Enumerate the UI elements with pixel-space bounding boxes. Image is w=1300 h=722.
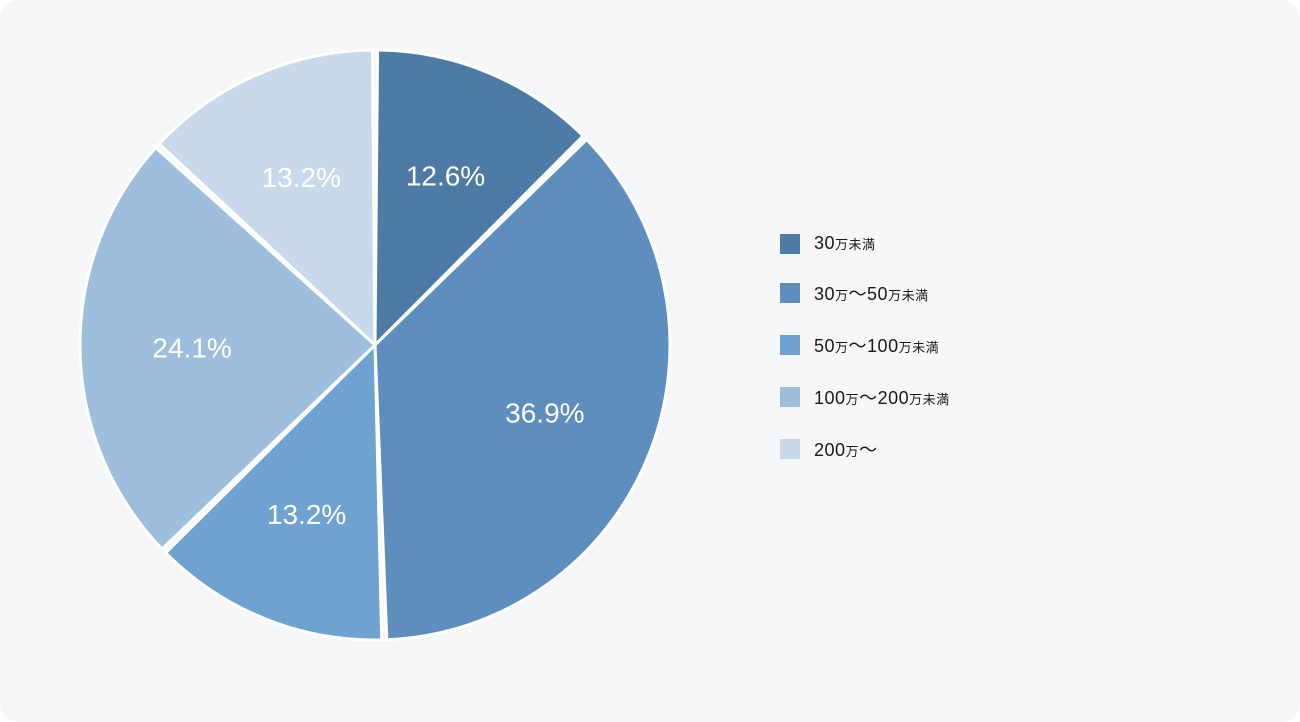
legend-swatch-200plus	[780, 439, 800, 459]
legend-label-lt30: 30万未満	[814, 233, 876, 254]
legend-label-100to200: 100万～200万未満	[814, 384, 950, 410]
chart-wrap: 12.6% 36.9% 13.2% 24.1% 13.2% 30万未満 30万～50万未満…	[0, 0, 1300, 695]
slice-label-lt30: 12.6%	[406, 161, 485, 192]
legend-item-30to50: 30万～50万未満	[780, 280, 950, 306]
legend-swatch-100to200	[780, 387, 800, 407]
legend-item-50to100: 50万～100万未満	[780, 332, 950, 358]
legend-swatch-50to100	[780, 335, 800, 355]
slice-label-50to100: 13.2%	[267, 499, 346, 530]
legend-label-30to50: 30万～50万未満	[814, 280, 929, 306]
slice-label-30to50: 36.9%	[505, 397, 584, 428]
pie-box: 12.6% 36.9% 13.2% 24.1% 13.2%	[60, 30, 690, 665]
legend-item-100to200: 100万～200万未満	[780, 384, 950, 410]
legend-item-200plus: 200万～	[780, 436, 950, 462]
slice-label-100to200: 24.1%	[152, 332, 231, 363]
legend-swatch-lt30	[780, 234, 800, 254]
legend-swatch-30to50	[780, 283, 800, 303]
chart-card: 12.6% 36.9% 13.2% 24.1% 13.2% 30万未満 30万～50万未満…	[0, 0, 1300, 722]
slice-label-200plus: 13.2%	[262, 162, 341, 193]
pie-chart: 12.6% 36.9% 13.2% 24.1% 13.2%	[60, 30, 690, 660]
legend: 30万未満 30万～50万未満 50万～100万未満 100万～200万未満 200万～	[780, 233, 950, 462]
legend-label-200plus: 200万～	[814, 436, 878, 462]
legend-label-50to100: 50万～100万未満	[814, 332, 939, 358]
legend-item-lt30: 30万未満	[780, 233, 950, 254]
